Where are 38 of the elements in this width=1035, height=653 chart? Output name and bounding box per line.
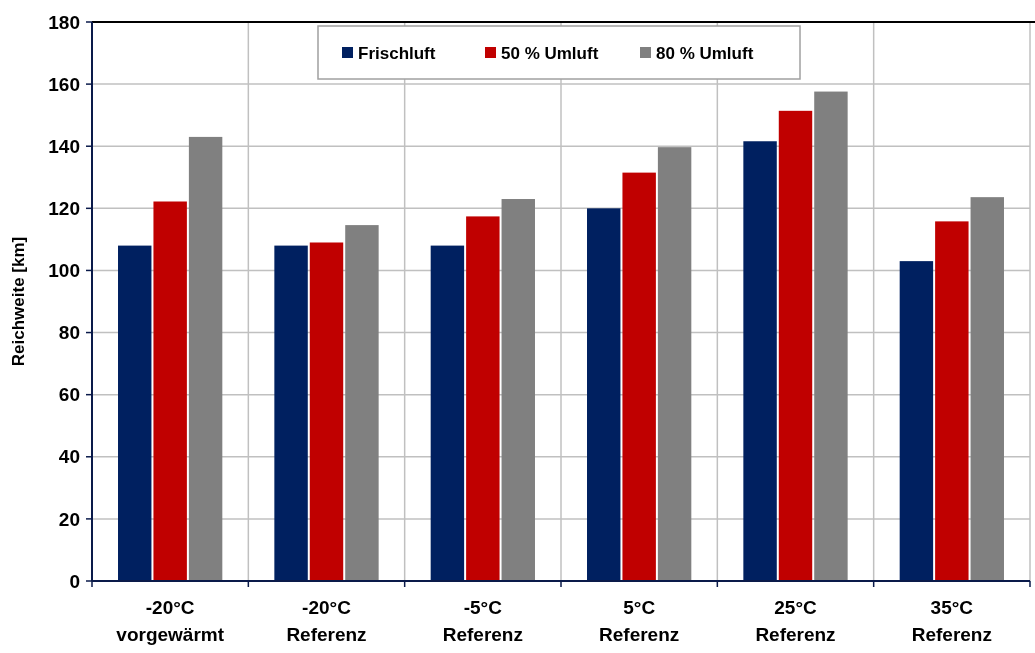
bar xyxy=(899,261,934,581)
y-tick-label: 60 xyxy=(58,384,80,406)
bar xyxy=(814,91,848,581)
bar xyxy=(622,172,656,581)
x-tick-label: 35°C Referenz xyxy=(911,597,992,645)
legend-label: 50 % Umluft xyxy=(501,43,599,63)
x-tick-label: -5°C Referenz xyxy=(442,597,523,645)
bar xyxy=(501,199,535,581)
x-tick-label: 25°C Referenz xyxy=(755,597,836,645)
x-tick-label: 5°C Referenz xyxy=(599,597,680,645)
bar xyxy=(587,208,621,581)
bar xyxy=(778,110,813,581)
bar xyxy=(345,225,379,581)
y-tick-label: 20 xyxy=(58,508,80,530)
bar xyxy=(188,136,223,581)
bar xyxy=(309,242,344,581)
y-tick-label: 180 xyxy=(48,11,80,33)
y-tick-label: 80 xyxy=(58,322,80,344)
x-tick-label: -20°C vorgewärmt xyxy=(116,597,225,645)
bar xyxy=(430,245,465,581)
legend-label: Frischluft xyxy=(358,43,436,63)
y-tick-label: 140 xyxy=(48,135,80,157)
bar xyxy=(274,245,308,581)
legend-label: 80 % Umluft xyxy=(656,43,754,63)
y-tick-label: 100 xyxy=(48,260,80,282)
y-tick-label: 160 xyxy=(48,73,80,95)
bar xyxy=(743,141,777,581)
y-tick-label: 40 xyxy=(58,446,80,468)
bar xyxy=(970,197,1004,581)
bar xyxy=(153,201,187,581)
y-tick-label: 120 xyxy=(48,197,80,219)
y-tick-label: 0 xyxy=(69,570,80,592)
bar xyxy=(657,147,692,581)
x-tick-label: -20°C Referenz xyxy=(286,597,367,645)
y-axis-title: Reichweite [km] xyxy=(9,236,28,367)
bar xyxy=(466,216,500,581)
bar xyxy=(118,245,152,581)
bar xyxy=(935,221,969,581)
